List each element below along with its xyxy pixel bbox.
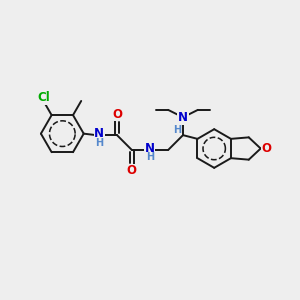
Text: H: H	[146, 152, 154, 162]
Text: O: O	[127, 164, 137, 177]
Text: H: H	[174, 125, 182, 135]
Text: H: H	[95, 138, 103, 148]
Text: Cl: Cl	[37, 92, 50, 104]
Text: N: N	[145, 142, 155, 155]
Text: O: O	[112, 108, 122, 121]
Text: N: N	[94, 128, 104, 140]
Text: N: N	[178, 111, 188, 124]
Text: O: O	[262, 142, 272, 155]
